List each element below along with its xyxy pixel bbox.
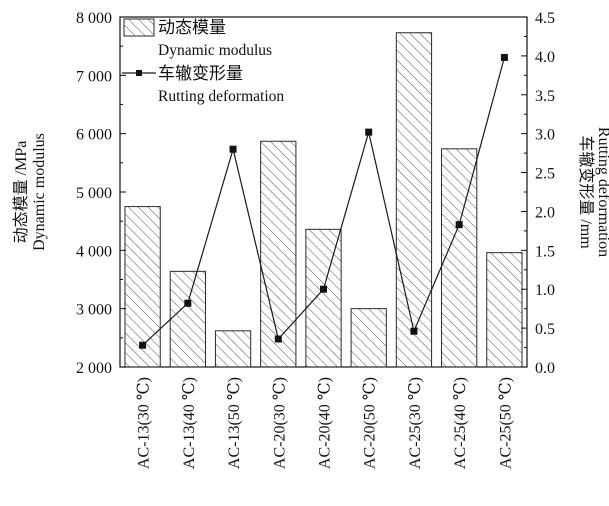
bar-7	[395, 32, 433, 368]
line-point-1	[139, 341, 147, 349]
right-tick-label: 2.5	[535, 166, 555, 183]
legend-line-label-en: Rutting deformation	[158, 88, 284, 105]
line-point-7	[410, 327, 418, 335]
category-label-1: AC-13(30 ℃)	[136, 377, 153, 469]
line-point-5	[320, 285, 327, 293]
right-tick-label: 2.0	[535, 204, 555, 221]
category-label-5: AC-20(40 ℃)	[317, 377, 334, 469]
right-tick-label: 3.5	[535, 88, 555, 105]
left-tick-label: 5 000	[76, 185, 112, 202]
category-labels: AC-13(30 ℃) AC-13(40 ℃) AC-13(50 ℃) AC-20(3…	[136, 377, 515, 469]
left-axis-ticks: 2 000 3 000 4 000 5 000 6 000 7 000 8 000	[76, 10, 126, 377]
left-axis-title-cn: 动态模量 /MPa	[12, 141, 30, 244]
left-tick-label: 7 000	[76, 68, 112, 85]
bars-layer	[124, 32, 523, 368]
line-point-3	[229, 145, 237, 153]
legend-bar-label-cn: 动态模量	[158, 18, 226, 37]
right-tick-label: 0.0	[535, 360, 555, 377]
bar-8	[441, 148, 478, 368]
right-tick-label: 1.0	[535, 282, 555, 299]
right-axis-title-en: Rutting deformation	[595, 127, 609, 257]
line-layer	[139, 53, 508, 349]
category-label-9: AC-25(50 ℃)	[497, 377, 514, 469]
legend-bar-swatch	[123, 18, 155, 37]
line-point-4	[274, 335, 282, 343]
category-label-6: AC-20(50 ℃)	[362, 377, 379, 469]
right-axis-title-cn: 车辙变形量 /mm	[577, 135, 595, 249]
line-point-6	[365, 128, 373, 136]
left-tick-label: 8 000	[76, 10, 112, 27]
legend-bar-label-en: Dynamic modulus	[158, 42, 272, 59]
bar-5	[305, 228, 342, 368]
bar-6	[350, 308, 387, 368]
left-tick-label: 2 000	[76, 360, 112, 377]
right-tick-label: 0.5	[535, 321, 555, 338]
right-tick-label: 1.5	[535, 243, 555, 260]
legend-line-label-cn: 车辙变形量	[158, 64, 243, 83]
category-label-2: AC-13(40 ℃)	[181, 377, 198, 469]
bar-2	[169, 270, 206, 368]
bar-9	[486, 252, 523, 368]
right-axis-ticks: 0.0 0.5 1.0 1.5 2.0 2.5 3.0 3.5 4.0 4.5	[521, 10, 555, 377]
category-label-4: AC-20(30 ℃)	[271, 377, 288, 469]
line-point-9	[500, 53, 508, 61]
bar-1	[124, 206, 161, 368]
left-axis-title-en: Dynamic modulus	[31, 133, 48, 251]
line-point-2	[184, 299, 192, 307]
legend-line-marker	[136, 70, 142, 76]
category-label-3: AC-13(50 ℃)	[226, 377, 243, 469]
right-tick-label: 4.0	[535, 49, 555, 66]
line-point-8	[455, 221, 463, 229]
bar-4	[260, 140, 297, 368]
category-label-8: AC-25(40 ℃)	[452, 377, 469, 469]
left-tick-label: 4 000	[76, 243, 112, 260]
right-tick-label: 3.0	[535, 127, 555, 144]
bar-3	[214, 330, 252, 368]
right-tick-label: 4.5	[535, 10, 555, 27]
legend: 动态模量 Dynamic modulus 车辙变形量 Rutting defor…	[122, 18, 284, 105]
left-tick-label: 6 000	[76, 127, 112, 144]
left-tick-label: 3 000	[76, 302, 112, 319]
category-label-7: AC-25(30 ℃)	[407, 377, 424, 469]
